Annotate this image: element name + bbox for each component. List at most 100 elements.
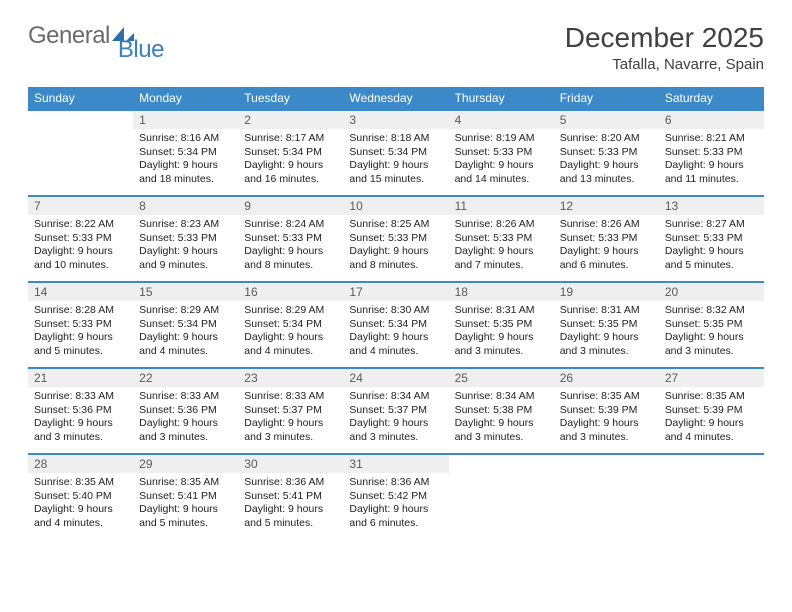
day-number: 8 [133,197,238,215]
sunset-text: Sunset: 5:34 PM [244,146,337,160]
daylight-text: Daylight: 9 hours and 6 minutes. [349,503,442,530]
day-number: 11 [449,197,554,215]
calendar-day-cell: 25Sunrise: 8:34 AMSunset: 5:38 PMDayligh… [449,368,554,454]
sunset-text: Sunset: 5:34 PM [244,318,337,332]
daylight-text: Daylight: 9 hours and 4 minutes. [244,331,337,358]
calendar-body: 1Sunrise: 8:16 AMSunset: 5:34 PMDaylight… [28,110,764,540]
calendar-day-cell: 18Sunrise: 8:31 AMSunset: 5:35 PMDayligh… [449,282,554,368]
calendar-day-cell [659,454,764,540]
calendar-day-cell: 21Sunrise: 8:33 AMSunset: 5:36 PMDayligh… [28,368,133,454]
sunrise-text: Sunrise: 8:29 AM [244,304,337,318]
day-number: 4 [449,111,554,129]
day-number: 17 [343,283,448,301]
day-body: Sunrise: 8:21 AMSunset: 5:33 PMDaylight:… [659,129,764,191]
sunrise-text: Sunrise: 8:33 AM [34,390,127,404]
day-number: 26 [554,369,659,387]
day-number: 10 [343,197,448,215]
calendar-day-cell: 17Sunrise: 8:30 AMSunset: 5:34 PMDayligh… [343,282,448,368]
page-header: General Blue December 2025 Tafalla, Nava… [28,22,764,73]
calendar-day-cell: 12Sunrise: 8:26 AMSunset: 5:33 PMDayligh… [554,196,659,282]
daylight-text: Daylight: 9 hours and 8 minutes. [244,245,337,272]
calendar-day-cell: 11Sunrise: 8:26 AMSunset: 5:33 PMDayligh… [449,196,554,282]
sunset-text: Sunset: 5:35 PM [665,318,758,332]
sunset-text: Sunset: 5:40 PM [34,490,127,504]
sunrise-text: Sunrise: 8:35 AM [665,390,758,404]
day-number: 29 [133,455,238,473]
calendar-day-cell [554,454,659,540]
calendar-day-cell: 9Sunrise: 8:24 AMSunset: 5:33 PMDaylight… [238,196,343,282]
day-number: 27 [659,369,764,387]
calendar-day-cell: 31Sunrise: 8:36 AMSunset: 5:42 PMDayligh… [343,454,448,540]
day-number: 7 [28,197,133,215]
calendar-day-cell: 28Sunrise: 8:35 AMSunset: 5:40 PMDayligh… [28,454,133,540]
calendar-day-cell: 30Sunrise: 8:36 AMSunset: 5:41 PMDayligh… [238,454,343,540]
day-number: 13 [659,197,764,215]
weekday-header: Friday [554,87,659,110]
daylight-text: Daylight: 9 hours and 3 minutes. [455,331,548,358]
daylight-text: Daylight: 9 hours and 4 minutes. [665,417,758,444]
day-number: 16 [238,283,343,301]
day-body: Sunrise: 8:16 AMSunset: 5:34 PMDaylight:… [133,129,238,191]
sunrise-text: Sunrise: 8:20 AM [560,132,653,146]
logo-part2-wrap: Blue [118,36,164,64]
daylight-text: Daylight: 9 hours and 15 minutes. [349,159,442,186]
sunrise-text: Sunrise: 8:17 AM [244,132,337,146]
calendar-day-cell: 3Sunrise: 8:18 AMSunset: 5:34 PMDaylight… [343,110,448,196]
day-number: 6 [659,111,764,129]
daylight-text: Daylight: 9 hours and 5 minutes. [244,503,337,530]
daylight-text: Daylight: 9 hours and 4 minutes. [34,503,127,530]
calendar-week-row: 1Sunrise: 8:16 AMSunset: 5:34 PMDaylight… [28,110,764,196]
calendar-day-cell: 16 Sunrise: 8:29 AMSunset: 5:34 PMDayligh… [238,282,343,368]
calendar-day-cell: 27Sunrise: 8:35 AMSunset: 5:39 PMDayligh… [659,368,764,454]
sunrise-text: Sunrise: 8:26 AM [560,218,653,232]
day-number: 15 [133,283,238,301]
weekday-header: Sunday [28,87,133,110]
day-body: Sunrise: 8:34 AMSunset: 5:38 PMDaylight:… [449,387,554,449]
daylight-text: Daylight: 9 hours and 9 minutes. [139,245,232,272]
sunset-text: Sunset: 5:37 PM [349,404,442,418]
day-body: Sunrise: 8:17 AMSunset: 5:34 PMDaylight:… [238,129,343,191]
sunset-text: Sunset: 5:33 PM [244,232,337,246]
calendar-day-cell: 23Sunrise: 8:33 AMSunset: 5:37 PMDayligh… [238,368,343,454]
sunset-text: Sunset: 5:33 PM [34,318,127,332]
day-body: Sunrise: 8:30 AMSunset: 5:34 PMDaylight:… [343,301,448,363]
sunrise-text: Sunrise: 8:34 AM [455,390,548,404]
sunset-text: Sunset: 5:33 PM [349,232,442,246]
sunrise-text: Sunrise: 8:19 AM [455,132,548,146]
sunset-text: Sunset: 5:35 PM [560,318,653,332]
sunset-text: Sunset: 5:36 PM [34,404,127,418]
calendar-day-cell: 6Sunrise: 8:21 AMSunset: 5:33 PMDaylight… [659,110,764,196]
sunrise-text: Sunrise: 8:31 AM [560,304,653,318]
sunset-text: Sunset: 5:33 PM [560,232,653,246]
daylight-text: Daylight: 9 hours and 3 minutes. [349,417,442,444]
daylight-text: Daylight: 9 hours and 7 minutes. [455,245,548,272]
sunrise-text: Sunrise: 8:36 AM [244,476,337,490]
day-number: 1 [133,111,238,129]
sunrise-text: Sunrise: 8:36 AM [349,476,442,490]
sunset-text: Sunset: 5:33 PM [560,146,653,160]
calendar-day-cell: 5Sunrise: 8:20 AMSunset: 5:33 PMDaylight… [554,110,659,196]
sunset-text: Sunset: 5:33 PM [139,232,232,246]
day-body: Sunrise: 8:33 AMSunset: 5:36 PMDaylight:… [133,387,238,449]
weekday-header: Wednesday [343,87,448,110]
day-body: Sunrise: 8:33 AMSunset: 5:37 PMDaylight:… [238,387,343,449]
day-body: Sunrise: 8:28 AMSunset: 5:33 PMDaylight:… [28,301,133,363]
sunrise-text: Sunrise: 8:33 AM [244,390,337,404]
calendar-day-cell [449,454,554,540]
daylight-text: Daylight: 9 hours and 3 minutes. [455,417,548,444]
day-number: 23 [238,369,343,387]
calendar-day-cell: 26Sunrise: 8:35 AMSunset: 5:39 PMDayligh… [554,368,659,454]
sunrise-text: Sunrise: 8:16 AM [139,132,232,146]
sunrise-text: Sunrise: 8:30 AM [349,304,442,318]
sunset-text: Sunset: 5:33 PM [665,146,758,160]
sunrise-text: Sunrise: 8:23 AM [139,218,232,232]
calendar-week-row: 28Sunrise: 8:35 AMSunset: 5:40 PMDayligh… [28,454,764,540]
daylight-text: Daylight: 9 hours and 18 minutes. [139,159,232,186]
day-body: Sunrise: 8:36 AMSunset: 5:41 PMDaylight:… [238,473,343,535]
day-body: Sunrise: 8:19 AMSunset: 5:33 PMDaylight:… [449,129,554,191]
daylight-text: Daylight: 9 hours and 13 minutes. [560,159,653,186]
sunrise-text: Sunrise: 8:31 AM [455,304,548,318]
calendar-day-cell: 10Sunrise: 8:25 AMSunset: 5:33 PMDayligh… [343,196,448,282]
sunset-text: Sunset: 5:39 PM [560,404,653,418]
sunset-text: Sunset: 5:34 PM [349,318,442,332]
